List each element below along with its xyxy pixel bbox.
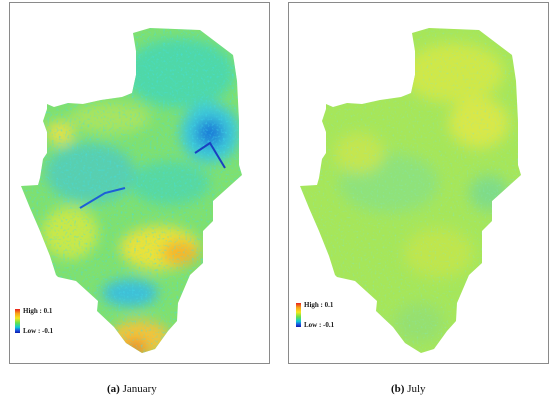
caption-july: (b) July <box>391 383 426 395</box>
map-panel-january: High : 0.1 Low : -0.1 <box>9 2 270 364</box>
legend-high-label: High : 0.1 <box>304 301 334 309</box>
caption-letter: (a) <box>107 383 120 395</box>
legend-low-label: Low : -0.1 <box>23 327 54 335</box>
region-map-january <box>21 28 242 353</box>
region-map-july <box>300 28 521 353</box>
caption-month: July <box>407 383 426 395</box>
legend-high-label: High : 0.1 <box>23 307 53 315</box>
legend-low-label: Low : -0.1 <box>304 321 335 329</box>
caption-letter: (b) <box>391 383 405 395</box>
caption-january: (a) January <box>107 383 157 395</box>
caption-month: January <box>122 383 157 395</box>
color-ramp <box>15 309 20 333</box>
map-panel-july: High : 0.1 Low : -0.1 <box>288 2 549 364</box>
color-ramp <box>296 303 301 327</box>
